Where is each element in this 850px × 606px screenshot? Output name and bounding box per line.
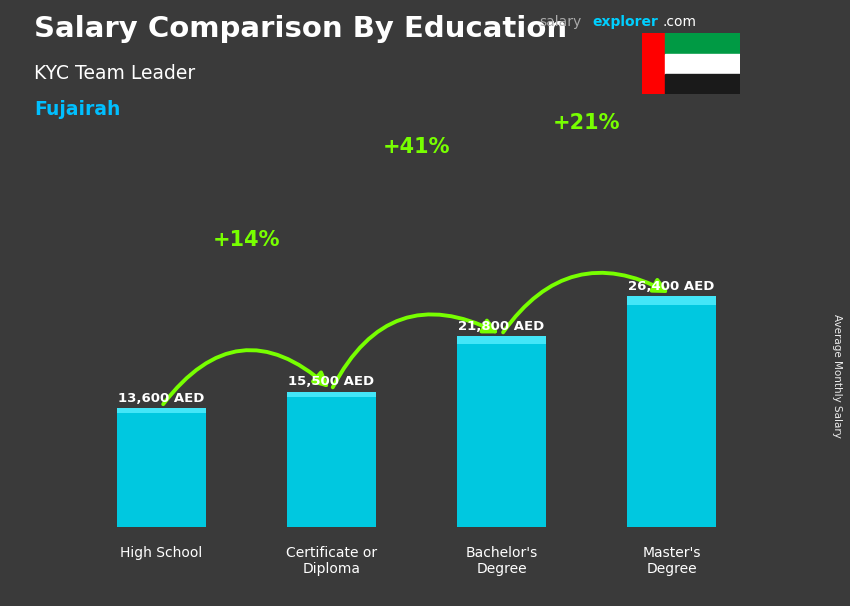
Text: salary: salary [540, 15, 582, 29]
Text: Salary Comparison By Education: Salary Comparison By Education [34, 15, 567, 43]
Text: +21%: +21% [552, 113, 620, 133]
Text: Fujairah: Fujairah [34, 100, 121, 119]
Text: 13,600 AED: 13,600 AED [118, 391, 205, 405]
Text: 26,400 AED: 26,400 AED [628, 279, 715, 293]
Bar [197, 408, 206, 527]
Bar [287, 391, 376, 527]
Text: .com: .com [662, 15, 696, 29]
Bar [537, 336, 546, 527]
Text: Average Monthly Salary: Average Monthly Salary [832, 314, 842, 438]
Bar [117, 408, 206, 413]
Bar [642, 33, 666, 94]
Text: +14%: +14% [212, 230, 280, 250]
Bar [627, 296, 716, 305]
Bar [666, 74, 740, 94]
Bar [666, 33, 740, 53]
Bar [287, 391, 376, 397]
Text: +41%: +41% [382, 138, 450, 158]
Bar [627, 296, 716, 527]
Text: explorer: explorer [592, 15, 658, 29]
Bar [457, 336, 546, 527]
Bar [707, 296, 716, 527]
Bar [666, 53, 740, 74]
Text: 21,800 AED: 21,800 AED [458, 320, 545, 333]
Text: 15,500 AED: 15,500 AED [288, 375, 375, 388]
Bar [367, 391, 376, 527]
Text: KYC Team Leader: KYC Team Leader [34, 64, 196, 82]
Bar [457, 336, 546, 344]
Bar [117, 408, 206, 527]
